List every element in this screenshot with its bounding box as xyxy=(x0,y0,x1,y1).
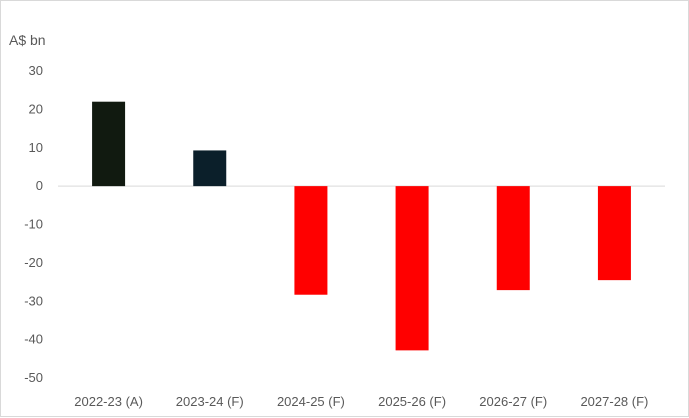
bar-2024-25 (F) xyxy=(294,186,328,295)
x-category-label: 2022-23 (A) xyxy=(74,394,143,409)
bar-2027-28 (F) xyxy=(597,186,631,281)
y-tick-label: -50 xyxy=(24,370,43,385)
x-axis-labels: 2022-23 (A) 2023-24 (F) 2024-25 (F) 2025-26… xyxy=(74,394,648,409)
y-unit-label: A$ bn xyxy=(9,32,46,48)
bars-group xyxy=(92,101,631,351)
y-tick-label: 0 xyxy=(36,178,43,193)
y-tick-label: -20 xyxy=(24,255,43,270)
x-category-label: 2027-28 (F) xyxy=(580,394,648,409)
bar-2022-23 (A) xyxy=(92,101,126,187)
x-category-label: 2023-24 (F) xyxy=(176,394,244,409)
y-tick-label: -40 xyxy=(24,332,43,347)
y-tick-label: -10 xyxy=(24,217,43,232)
y-tick-label: 30 xyxy=(29,63,43,78)
x-category-label: 2024-25 (F) xyxy=(277,394,345,409)
bar-2025-26 (F) xyxy=(395,186,429,351)
y-tick-label: 20 xyxy=(29,101,43,116)
y-tick-label: 10 xyxy=(29,140,43,155)
y-axis-ticks: 30 20 10 0 -10 -20 -30 -40 -50 xyxy=(24,63,43,385)
x-category-label: 2025-26 (F) xyxy=(378,394,446,409)
y-tick-label: -30 xyxy=(24,293,43,308)
bar-2023-24 (F) xyxy=(193,150,227,187)
bar-2026-27 (F) xyxy=(496,186,530,291)
x-category-label: 2026-27 (F) xyxy=(479,394,547,409)
